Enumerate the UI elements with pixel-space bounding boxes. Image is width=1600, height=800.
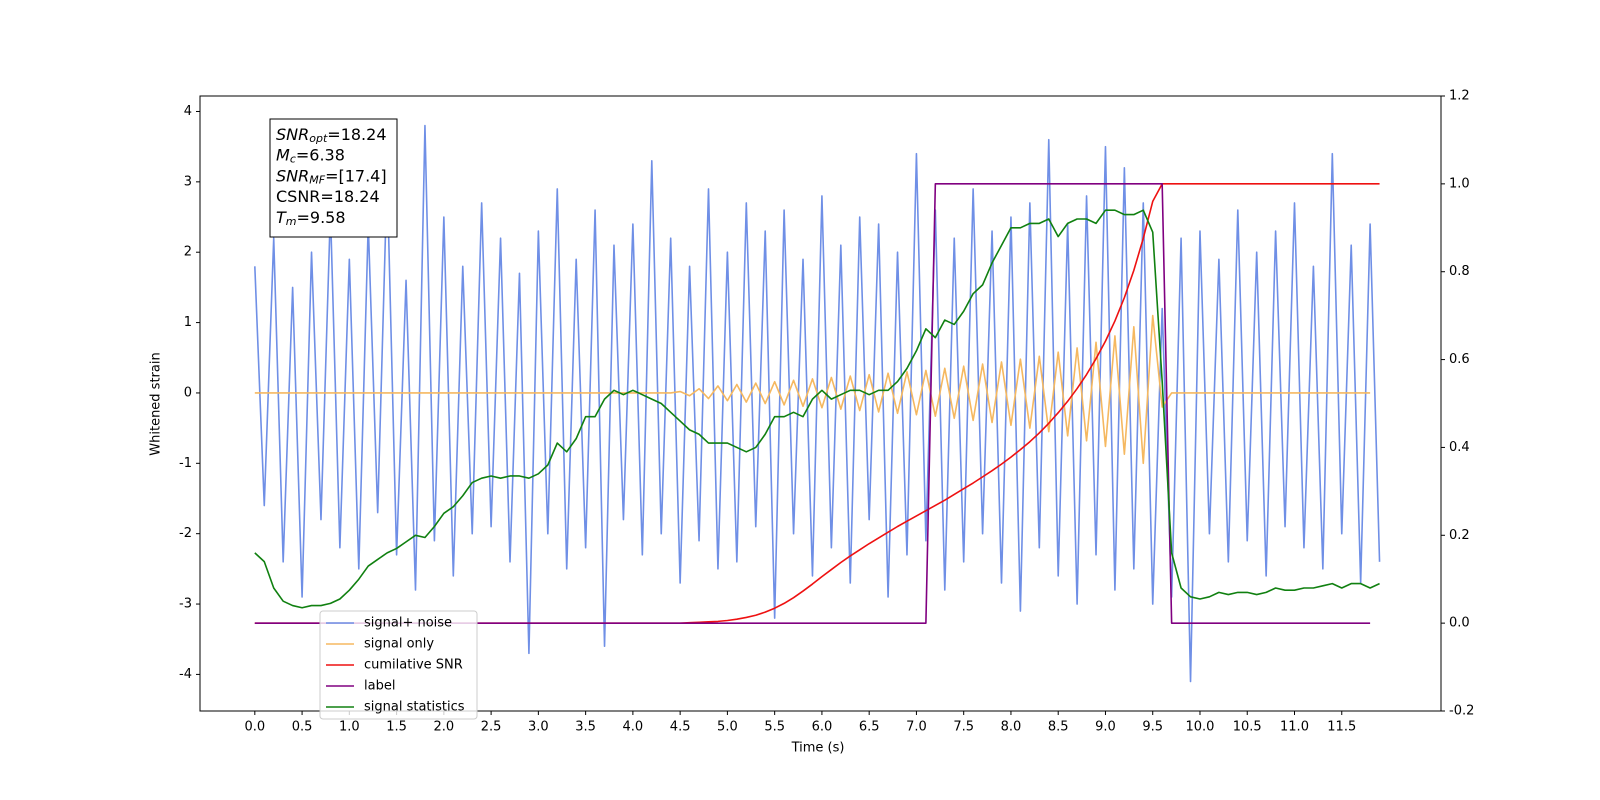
x-tick-label: 1.0 bbox=[339, 720, 360, 735]
y-tick-label: 4 bbox=[184, 104, 192, 119]
y-tick-label: 1 bbox=[184, 315, 192, 330]
legend-label: cumilative SNR bbox=[364, 658, 463, 673]
annotation-part: SNR bbox=[276, 166, 309, 185]
annotation-part: M bbox=[276, 145, 290, 164]
annotation-line: SNRopt=18.24 bbox=[276, 125, 387, 146]
annotation-box bbox=[269, 118, 398, 238]
x-tick-label: 9.0 bbox=[1095, 720, 1116, 735]
annotation-part: opt bbox=[309, 132, 328, 145]
annotation-part: =[17.4] bbox=[325, 166, 387, 185]
y-tick-label: 0 bbox=[184, 385, 192, 400]
annotation-part: T bbox=[276, 207, 287, 226]
x-tick-label: 11.0 bbox=[1280, 720, 1309, 735]
x-tick-label: 11.5 bbox=[1327, 720, 1356, 735]
plot-lines bbox=[254, 124, 1381, 683]
annotation-part: m bbox=[286, 215, 297, 228]
annotation-part: =18.24 bbox=[327, 125, 386, 144]
x-tick-label: 1.5 bbox=[386, 720, 407, 735]
x-tick-label: 2.5 bbox=[481, 720, 502, 735]
x-tick-label: 7.5 bbox=[953, 720, 974, 735]
x-tick-label: 0.0 bbox=[244, 720, 265, 735]
annotation-part: c bbox=[290, 153, 296, 166]
series-line bbox=[254, 209, 1380, 609]
x-tick-label: 6.5 bbox=[859, 720, 880, 735]
x-tick-label: 4.5 bbox=[670, 720, 691, 735]
legend-label: signal statistics bbox=[364, 700, 465, 715]
x-tick-label: 2.0 bbox=[434, 720, 455, 735]
x-tick-label: 9.5 bbox=[1142, 720, 1163, 735]
x-tick-label: 4.0 bbox=[623, 720, 644, 735]
x-tick-label: 7.0 bbox=[906, 720, 927, 735]
annotation-line: CSNR=18.24 bbox=[276, 187, 380, 206]
x-tick-label: 3.5 bbox=[575, 720, 596, 735]
x-tick-label: 10.0 bbox=[1186, 720, 1215, 735]
legend-label: signal only bbox=[364, 637, 434, 652]
annotation-part: =9.58 bbox=[297, 207, 346, 226]
y2-tick-label: 0.8 bbox=[1449, 264, 1470, 279]
annotation-part: MF bbox=[309, 173, 325, 186]
annotation-part: =6.38 bbox=[296, 145, 345, 164]
y-tick-label: -2 bbox=[179, 526, 192, 541]
series-line bbox=[254, 124, 1381, 683]
x-tick-label: 6.0 bbox=[812, 720, 833, 735]
y2-tick-label: 1.0 bbox=[1449, 176, 1470, 191]
plot-frame bbox=[199, 95, 1442, 712]
y-tick-label: 3 bbox=[184, 174, 192, 189]
y2-tick-label: 0.0 bbox=[1449, 616, 1470, 631]
y2-tick-label: 0.4 bbox=[1449, 440, 1470, 455]
legend-box bbox=[319, 610, 478, 720]
series-line bbox=[254, 314, 1371, 465]
x-tick-label: 8.0 bbox=[1001, 720, 1022, 735]
x-tick-label: 8.5 bbox=[1048, 720, 1069, 735]
annotation-line: Mc=6.38 bbox=[276, 145, 345, 166]
y2-tick-label: -0.2 bbox=[1449, 704, 1474, 719]
y2-tick-label: 1.2 bbox=[1449, 89, 1470, 104]
y-tick-label: -1 bbox=[179, 456, 192, 471]
x-tick-label: 0.5 bbox=[292, 720, 313, 735]
x-tick-label: 5.5 bbox=[764, 720, 785, 735]
annotation-part: CSNR=18.24 bbox=[276, 187, 380, 206]
x-tick-label: 5.0 bbox=[717, 720, 738, 735]
legend-label: signal+ noise bbox=[364, 616, 452, 631]
annotation-line: SNRMF=[17.4] bbox=[276, 166, 387, 187]
x-tick-label: 3.0 bbox=[528, 720, 549, 735]
annotation-part: SNR bbox=[276, 125, 309, 144]
y2-tick-label: 0.6 bbox=[1449, 352, 1470, 367]
x-axis-label: Time (s) bbox=[791, 741, 845, 756]
y-tick-label: -3 bbox=[179, 597, 192, 612]
y-tick-label: -4 bbox=[179, 667, 192, 682]
y-tick-label: 2 bbox=[184, 245, 192, 260]
legend-label: label bbox=[364, 679, 395, 694]
x-tick-label: 10.5 bbox=[1233, 720, 1262, 735]
y2-tick-label: 0.2 bbox=[1449, 528, 1470, 543]
y-axis-label: Whitened strain bbox=[149, 352, 164, 455]
annotation-line: Tm=9.58 bbox=[276, 207, 346, 228]
